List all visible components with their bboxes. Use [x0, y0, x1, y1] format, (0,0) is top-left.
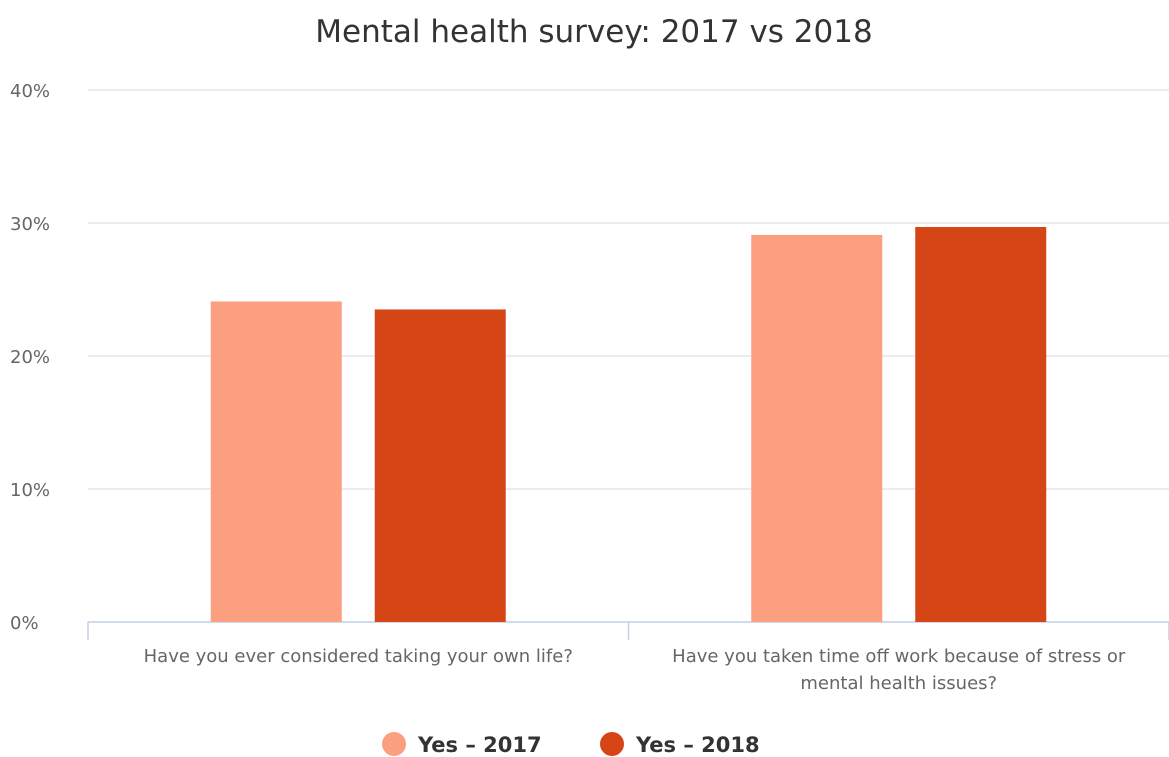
bar-2018-category-2[interactable] — [915, 226, 1047, 623]
legend-swatch — [600, 732, 624, 756]
y-tick-label: 40% — [10, 81, 50, 102]
legend-label: Yes – 2018 — [635, 733, 760, 757]
y-tick-label: 0% — [10, 613, 39, 634]
x-category-label: Have you ever considered taking your own… — [144, 646, 573, 667]
legend[interactable]: Yes – 2017 Yes – 2018 — [382, 732, 760, 757]
bar-2017-category-1[interactable] — [210, 301, 342, 622]
x-axis — [87, 621, 1169, 640]
y-tick-label: 20% — [10, 347, 50, 368]
bar-2017-category-2[interactable] — [751, 234, 883, 622]
legend-item-2017[interactable]: Yes – 2017 — [382, 732, 542, 757]
legend-item-2018[interactable]: Yes – 2018 — [600, 732, 760, 757]
chart-title: Mental health survey: 2017 vs 2018 — [315, 14, 872, 50]
x-category-label: mental health issues? — [800, 673, 997, 694]
x-axis-category-labels: Have you ever considered taking your own… — [144, 646, 1126, 694]
x-category-label: Have you taken time off work because of … — [672, 646, 1126, 667]
y-tick-label: 10% — [10, 480, 50, 501]
legend-swatch — [382, 732, 406, 756]
y-axis-ticks: 0% 10% 20% 30% 40% — [10, 81, 50, 634]
bar-2018-category-1[interactable] — [374, 309, 506, 622]
y-tick-label: 30% — [10, 214, 50, 235]
bars — [210, 226, 1047, 623]
legend-label: Yes – 2017 — [417, 733, 542, 757]
